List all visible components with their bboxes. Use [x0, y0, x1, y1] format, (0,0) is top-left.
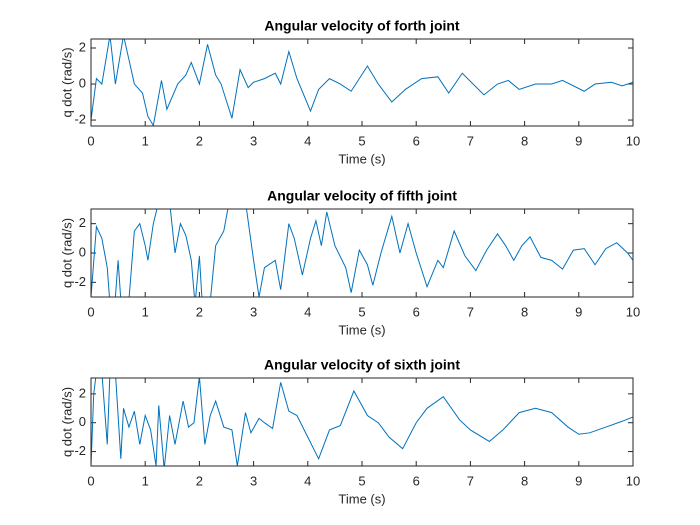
x-tick-label: 2	[196, 304, 203, 319]
x-tick-label: 10	[626, 304, 640, 319]
x-tick-label: 0	[87, 304, 94, 319]
x-tick-label: 1	[142, 304, 149, 319]
x-axis-label: Time (s)	[338, 151, 385, 166]
x-tick-label: 9	[575, 473, 582, 488]
x-tick-label: 3	[250, 473, 257, 488]
x-tick-label: 5	[358, 304, 365, 319]
axes-box	[90, 377, 634, 467]
data-line	[91, 378, 633, 466]
x-tick-label: 9	[575, 304, 582, 319]
y-tick-label: 0	[79, 75, 86, 90]
y-tick-label: 2	[79, 385, 86, 400]
y-tick-label: 2	[79, 215, 86, 230]
x-tick-label: 7	[467, 473, 474, 488]
x-tick-label: 10	[626, 133, 640, 148]
y-axis-label: q dot (rad/s)	[59, 218, 74, 288]
x-tick-label: 2	[196, 133, 203, 148]
data-line	[91, 39, 633, 126]
x-axis-label: Time (s)	[338, 491, 385, 506]
y-tick-label: -2	[74, 443, 86, 458]
x-tick-label: 7	[467, 304, 474, 319]
x-tick-label: 0	[87, 473, 94, 488]
x-tick-label: 7	[467, 133, 474, 148]
x-tick-label: 8	[521, 304, 528, 319]
y-tick-label: -2	[74, 111, 86, 126]
plot-area	[91, 378, 633, 466]
x-tick-label: 3	[250, 304, 257, 319]
plot-area	[91, 209, 633, 297]
x-tick-label: 3	[250, 133, 257, 148]
plot-area	[91, 39, 633, 126]
x-tick-label: 5	[358, 473, 365, 488]
y-tick-label: 2	[79, 39, 86, 54]
x-axis-label: Time (s)	[338, 322, 385, 337]
chart-title: Angular velocity of forth joint	[264, 18, 460, 34]
x-tick-label: 8	[521, 473, 528, 488]
x-tick-label: 6	[413, 304, 420, 319]
y-tick-label: 0	[79, 244, 86, 259]
x-tick-label: 1	[142, 473, 149, 488]
y-axis-label: q dot (rad/s)	[59, 387, 74, 457]
axes-box	[90, 38, 634, 127]
x-tick-label: 4	[304, 304, 311, 319]
axes-box	[90, 208, 634, 298]
chart-title: Angular velocity of sixth joint	[264, 357, 460, 373]
x-tick-label: 4	[304, 473, 311, 488]
x-tick-label: 4	[304, 133, 311, 148]
x-tick-label: 0	[87, 133, 94, 148]
x-tick-label: 5	[358, 133, 365, 148]
y-tick-label: -2	[74, 274, 86, 289]
y-tick-label: 0	[79, 414, 86, 429]
x-tick-label: 8	[521, 133, 528, 148]
x-tick-label: 9	[575, 133, 582, 148]
x-tick-label: 1	[142, 133, 149, 148]
x-tick-label: 6	[413, 473, 420, 488]
x-tick-label: 6	[413, 133, 420, 148]
chart-title: Angular velocity of fifth joint	[267, 188, 457, 204]
x-tick-label: 2	[196, 473, 203, 488]
x-tick-label: 10	[626, 473, 640, 488]
y-axis-label: q dot (rad/s)	[59, 47, 74, 117]
data-line	[91, 209, 633, 297]
